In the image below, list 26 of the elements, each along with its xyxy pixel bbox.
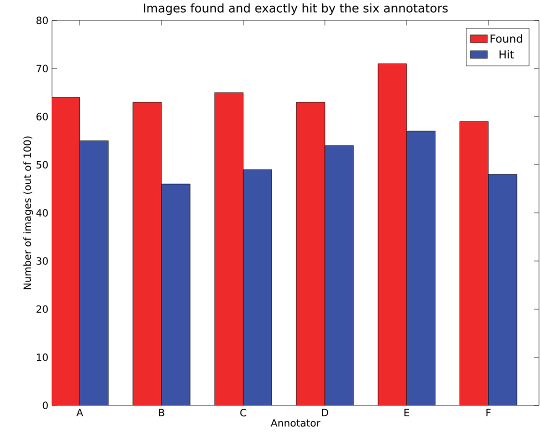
x-tick-label: B bbox=[159, 408, 164, 416]
y-tick-label: 20 bbox=[36, 305, 48, 313]
y-tick-label: 30 bbox=[36, 257, 48, 265]
x-axis-title: Annotator bbox=[270, 419, 320, 426]
bar bbox=[80, 140, 109, 406]
bar bbox=[161, 184, 190, 406]
y-tick-label: 80 bbox=[36, 16, 48, 24]
y-tick-label: 40 bbox=[36, 208, 48, 216]
y-axis-title: Number of images (out of 100) bbox=[23, 136, 33, 289]
bar bbox=[406, 130, 436, 406]
bar bbox=[243, 169, 272, 406]
x-tick-label: D bbox=[322, 408, 328, 416]
x-tick-label: C bbox=[240, 408, 246, 416]
x-tick-label: A bbox=[76, 408, 84, 416]
y-tick-label: 70 bbox=[36, 64, 48, 72]
legend-label: Hit bbox=[500, 50, 514, 58]
chart-title: Images found and exactly hit by the six annotators bbox=[144, 3, 448, 15]
x-tick-label: E bbox=[404, 408, 410, 416]
y-tick-label: 10 bbox=[36, 353, 48, 361]
legend-label: Found bbox=[490, 34, 522, 43]
y-tick-label: 50 bbox=[36, 160, 48, 168]
bar bbox=[488, 174, 518, 406]
x-tick-label: F bbox=[486, 408, 491, 416]
y-tick-label: 60 bbox=[36, 112, 48, 120]
bar bbox=[324, 145, 354, 406]
y-tick-label: 0 bbox=[42, 401, 48, 409]
